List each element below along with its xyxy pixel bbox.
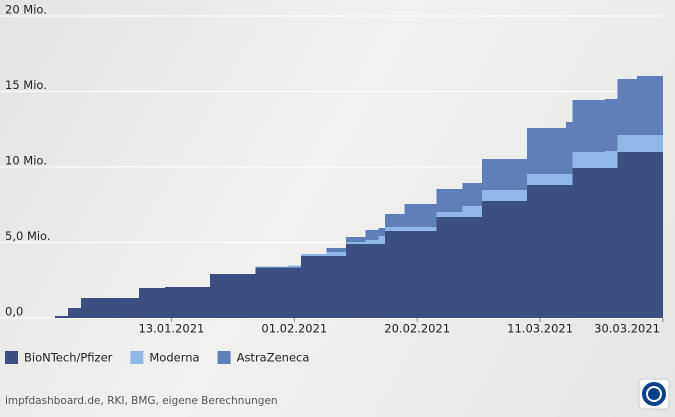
step-segment	[572, 152, 605, 169]
legend-swatch	[130, 351, 144, 364]
x-tick-label: 01.02.2021	[261, 322, 327, 336]
step-segment	[164, 287, 211, 318]
x-tick-label: 30.03.2021	[594, 322, 660, 336]
step-segment	[365, 229, 379, 240]
step-segment	[572, 168, 605, 318]
legend-label: AstraZeneca	[237, 351, 310, 365]
step-segment	[481, 158, 528, 190]
x-tick-label: 11.03.2021	[507, 322, 573, 336]
step-segment	[527, 174, 566, 186]
step-segment	[67, 308, 81, 318]
step-segment	[637, 152, 663, 318]
y-tick-label: 15 Mio.	[5, 78, 47, 92]
plot	[55, 76, 663, 318]
step-segment	[346, 244, 366, 318]
step-segment	[462, 205, 482, 217]
labels: 0,0 5,0 Mio. 10 Mio. 15 Mio. 20 Mio. 13.01.20…	[5, 3, 664, 365]
step-segment	[326, 247, 347, 253]
step-segment	[527, 128, 566, 175]
y-tick-label: 20 Mio.	[5, 3, 47, 17]
step-segment	[436, 211, 463, 217]
logo	[638, 378, 670, 410]
step-segment	[80, 298, 140, 318]
step-segment	[604, 168, 618, 318]
step-segment	[287, 267, 301, 318]
step-segment	[255, 267, 288, 318]
step-segment	[287, 265, 301, 268]
step-segment	[139, 287, 165, 318]
step-segment	[565, 185, 573, 318]
step-segment	[481, 189, 528, 201]
step-segment	[637, 134, 663, 153]
step-segment	[384, 227, 405, 232]
step-segment	[617, 134, 638, 153]
legend-swatch	[217, 351, 231, 364]
x-tick-label: 13.01.2021	[138, 322, 204, 336]
step-segment	[462, 216, 482, 318]
y-tick-label: 5,0 Mio.	[5, 229, 51, 243]
step-segment	[300, 256, 327, 318]
legend-swatch	[5, 351, 18, 364]
source: impfdashboard.de, RKI, BMG, eigene Berec…	[5, 395, 278, 407]
x-tick-label: 20.02.2021	[384, 322, 450, 336]
step-segment	[365, 239, 379, 245]
step-segment	[404, 231, 437, 318]
legend-label: Moderna	[149, 351, 199, 365]
y-tick-label: 10 Mio.	[5, 154, 47, 168]
step-segment	[436, 216, 463, 318]
step-segment	[384, 231, 405, 318]
y-tick-label: 0,0	[5, 305, 23, 319]
step-segment	[300, 254, 327, 257]
step-segment	[637, 76, 663, 135]
step-segment	[378, 236, 385, 245]
step-segment	[617, 79, 638, 135]
step-segment	[378, 244, 385, 318]
step-segment	[326, 256, 347, 318]
step-segment	[462, 183, 482, 206]
step-segment	[572, 99, 605, 153]
step-segment	[404, 204, 437, 228]
step-segment	[55, 316, 68, 318]
step-segment	[604, 98, 618, 151]
step-segment	[436, 189, 463, 212]
step-segment	[384, 214, 405, 228]
step-segment	[365, 244, 379, 318]
step-segment	[378, 228, 385, 237]
step-segment	[481, 200, 528, 318]
step-segment	[527, 185, 566, 318]
step-segment	[346, 242, 366, 245]
legend-label: BioNTech/Pfizer	[24, 351, 113, 365]
step-segment	[565, 174, 573, 186]
step-segment	[617, 152, 638, 318]
step-segment	[210, 274, 256, 318]
step-segment	[255, 266, 288, 268]
step-segment	[326, 252, 347, 257]
step-segment	[565, 122, 573, 175]
step-segment	[346, 237, 366, 243]
step-segment	[404, 227, 437, 232]
step-segment	[604, 150, 618, 169]
